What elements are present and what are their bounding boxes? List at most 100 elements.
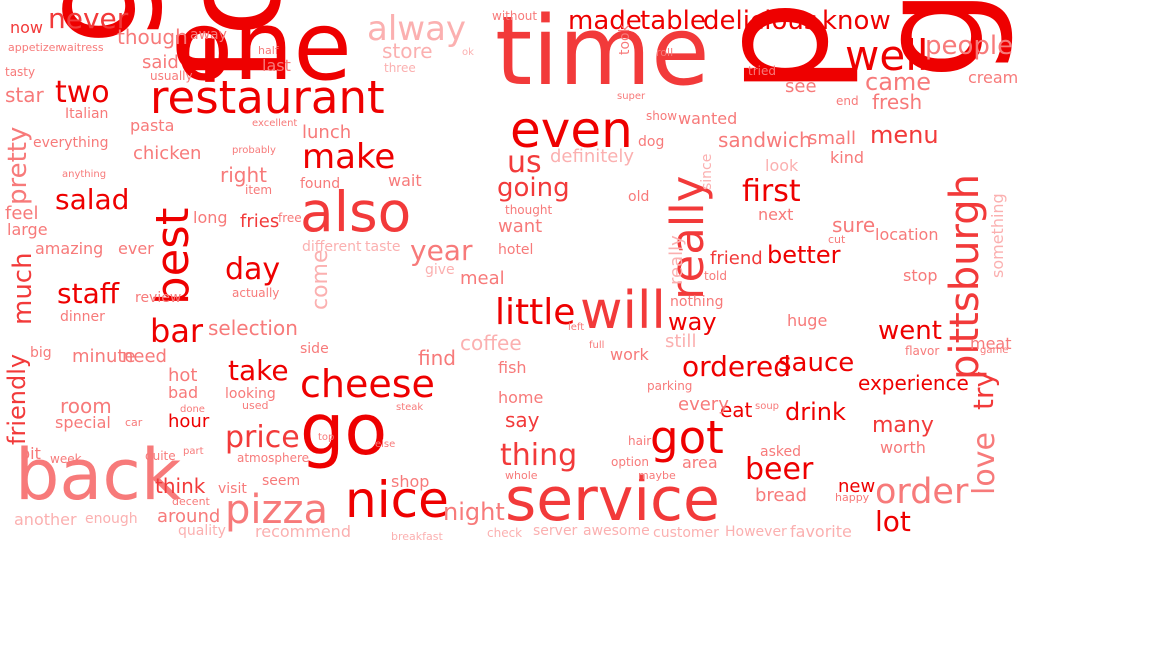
cloud-word-super: super — [617, 91, 646, 102]
cloud-word-home: home — [498, 388, 544, 407]
cloud-word-friend: friend — [710, 248, 763, 269]
cloud-word-beer: beer — [745, 452, 814, 487]
cloud-word-huge: huge — [787, 311, 828, 330]
cloud-word-hotel: hotel — [498, 242, 534, 258]
cloud-word-know: know — [822, 6, 891, 36]
cloud-word-taste: taste — [365, 239, 401, 255]
cloud-word-dinner: dinner — [60, 309, 105, 325]
cloud-word-whole: whole — [505, 469, 538, 482]
cloud-word-everything: everything — [33, 135, 109, 151]
cloud-word-new: new — [838, 476, 876, 497]
cloud-word-many: many — [872, 413, 934, 438]
cloud-word-big: big — [30, 345, 52, 361]
cloud-word-hot: hot — [168, 365, 198, 386]
cloud-word-pretty: pretty — [3, 126, 33, 205]
cloud-word-take: take — [228, 354, 289, 387]
cloud-word-found: found — [300, 176, 341, 192]
cloud-word-minute: minute — [72, 346, 136, 367]
cloud-word-love: love — [967, 432, 1002, 495]
cloud-word-meal: meal — [460, 268, 505, 289]
cloud-word-old: old — [628, 189, 650, 205]
cloud-word-try: try — [967, 370, 1000, 410]
cloud-word-else: else — [375, 439, 396, 450]
cloud-word-chicken: chicken — [133, 143, 202, 164]
cloud-word-seem: seem — [262, 473, 301, 489]
cloud-word-roll: roll — [656, 46, 674, 59]
cloud-word-friendly: friendly — [3, 353, 31, 445]
cloud-word-every: every — [678, 394, 729, 415]
cloud-word-atmosphere: atmosphere — [237, 451, 309, 465]
cloud-word-hair: hair — [628, 434, 652, 448]
cloud-word-coffee: coffee — [460, 331, 522, 355]
cloud-word-tasty: tasty — [5, 65, 36, 79]
cloud-word-without: without — [492, 9, 538, 23]
cloud-word-look: look — [765, 156, 799, 175]
cloud-word-told: told — [704, 269, 727, 283]
cloud-word-anything: anything — [62, 169, 107, 180]
cloud-word-cream: cream — [968, 68, 1019, 87]
cloud-word-nice: nice — [345, 471, 449, 529]
cloud-word-came: came — [865, 68, 932, 96]
cloud-word-week: week — [50, 452, 82, 466]
cloud-word-since: since — [699, 153, 715, 190]
cloud-word-awesome: awesome — [583, 523, 650, 539]
cloud-word-shop: shop — [391, 472, 430, 491]
cloud-word-delicious: delicious — [703, 6, 818, 36]
cloud-word-order: order — [875, 472, 969, 512]
cloud-word-side: side — [300, 341, 329, 357]
cloud-word-quality: quality — [178, 523, 226, 539]
cloud-word-sure: sure — [832, 213, 876, 237]
cloud-word-three: three — [384, 61, 416, 75]
cloud-word-see: see — [785, 76, 817, 97]
cloud-word-long: long — [193, 208, 228, 227]
cloud-word-wait: wait — [388, 171, 422, 190]
cloud-word-bread: bread — [755, 485, 807, 506]
cloud-word-made: made — [568, 6, 642, 36]
cloud-word-excellent: excellent — [252, 118, 298, 129]
cloud-word-lunch: lunch — [302, 122, 352, 143]
cloud-word-need: need — [122, 346, 167, 367]
cloud-word-around: around — [157, 506, 221, 527]
cloud-word-favorite: favorite — [790, 522, 852, 541]
cloud-word-away: away — [190, 27, 227, 43]
cloud-word-half: half — [258, 44, 279, 57]
cloud-word-asked: asked — [760, 444, 801, 460]
cloud-word-also: also — [300, 180, 412, 244]
cloud-word-even: even — [510, 101, 633, 159]
cloud-word-italian: Italian — [65, 106, 109, 122]
cloud-word-back: back — [15, 434, 182, 516]
cloud-word-pizza: pizza — [225, 487, 329, 533]
cloud-word-top: top — [318, 432, 335, 443]
cloud-word-area: area — [682, 453, 718, 472]
cloud-word-said: said — [142, 52, 179, 73]
cloud-word-probably: probably — [232, 145, 276, 156]
cloud-word-went: went — [878, 316, 942, 346]
cloud-word-one: one — [175, 0, 352, 102]
cloud-word-customer: customer — [653, 525, 719, 541]
cloud-word-another: another — [14, 510, 77, 529]
cloud-word-small: small — [808, 128, 856, 149]
cloud-word-experience: experience — [858, 371, 969, 395]
cloud-word-find: find — [418, 346, 456, 370]
cloud-word-appetizer: appetizer — [8, 41, 60, 54]
cloud-word-fish: fish — [498, 358, 527, 377]
cloud-word-hour: hour — [168, 411, 210, 432]
cloud-word-better: better — [767, 241, 841, 269]
cloud-word-pasta: pasta — [130, 116, 175, 135]
cloud-word-bad: bad — [168, 383, 199, 402]
cloud-word-location: location — [875, 225, 939, 244]
cloud-word-well: well — [845, 31, 929, 80]
cloud-word-happy: happy — [835, 491, 870, 504]
cloud-word-fries: fries — [240, 211, 280, 232]
cloud-word-quite: quite — [145, 449, 176, 463]
cloud-word-restaurant: restaurant — [150, 71, 385, 124]
cloud-word-go: go — [300, 389, 388, 471]
cloud-word-check: check — [487, 526, 523, 540]
cloud-word-steak: steak — [396, 402, 424, 413]
cloud-word-give: give — [425, 262, 455, 278]
cloud-word-little: little — [495, 292, 576, 333]
cloud-word-drink: drink — [785, 398, 846, 426]
cloud-word-free: free — [278, 211, 302, 225]
cloud-word-left: left — [568, 322, 585, 333]
cloud-word-right: right — [220, 163, 267, 187]
